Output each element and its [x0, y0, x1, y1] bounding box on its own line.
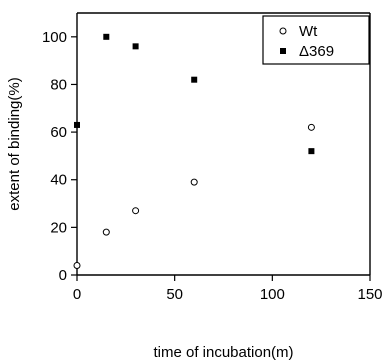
data-point-delta369	[74, 121, 80, 128]
y-tick-label: 100	[42, 29, 67, 46]
data-point-wt	[190, 178, 198, 186]
x-tick-label: 50	[166, 286, 183, 303]
y-tick-label: 60	[50, 124, 67, 141]
data-points	[73, 33, 315, 269]
y-tick-label: 40	[50, 172, 67, 189]
legend-marker-wt	[279, 27, 287, 35]
y-tick-label: 80	[50, 76, 67, 93]
legend-label-wt: Wt	[299, 23, 318, 40]
data-point-wt	[132, 207, 140, 215]
data-point-delta369	[132, 43, 139, 50]
plot-frame	[76, 12, 371, 276]
y-tick-label: 0	[59, 267, 67, 284]
x-tick-label: 100	[260, 286, 285, 303]
data-point-wt	[102, 228, 110, 236]
legend-marker-delta369	[280, 48, 286, 54]
legend-label-delta369: Δ369	[299, 43, 334, 60]
data-point-delta369	[103, 33, 110, 40]
y-tick-label: 20	[50, 219, 67, 236]
x-tick-label: 0	[73, 286, 81, 303]
data-point-delta369	[191, 76, 198, 83]
data-point-wt	[73, 261, 81, 269]
legend: Wt Δ369	[262, 15, 370, 65]
data-point-wt	[307, 123, 315, 131]
y-axis-ticks: 0 20 40 60 80 100	[42, 29, 77, 284]
y-axis-title: extent of binding(%)	[6, 77, 23, 210]
x-tick-label: 150	[357, 286, 382, 303]
legend-box	[262, 15, 370, 65]
x-axis-ticks: 0 50 100 150	[73, 275, 383, 303]
x-axis-title: time of incubation(m)	[153, 344, 293, 361]
data-point-delta369	[308, 148, 315, 155]
